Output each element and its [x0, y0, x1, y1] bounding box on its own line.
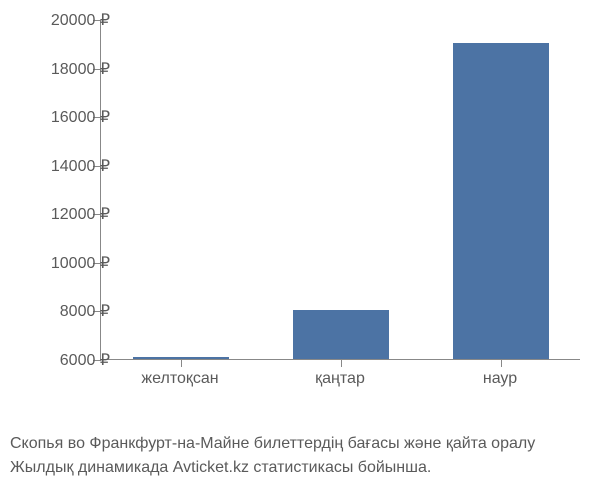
x-axis-label: қаңтар: [315, 370, 365, 388]
y-axis-label: 8000 ₽: [60, 301, 110, 321]
x-axis-label: наур: [483, 370, 517, 388]
x-tick: [181, 359, 182, 367]
caption-line-2: Жылдық динамикада Avticket.kz статистика…: [10, 456, 535, 480]
caption-line-1: Скопья во Франкфурт-на-Майне билеттердің…: [10, 432, 535, 456]
chart-container: желтоқсан қаңтар наур: [100, 20, 580, 400]
bar: [453, 43, 549, 359]
y-axis-label: 10000 ₽: [51, 253, 110, 273]
y-axis-label: 16000 ₽: [51, 107, 110, 127]
plot-area: [100, 20, 580, 360]
chart-caption: Скопья во Франкфурт-на-Майне билеттердің…: [10, 432, 535, 480]
x-tick: [501, 359, 502, 367]
y-axis-label: 6000 ₽: [60, 350, 110, 370]
x-axis-label: желтоқсан: [141, 370, 218, 388]
bar: [293, 310, 389, 359]
y-axis-label: 12000 ₽: [51, 204, 110, 224]
y-axis-label: 18000 ₽: [51, 59, 110, 79]
x-tick: [341, 359, 342, 367]
y-axis-label: 20000 ₽: [51, 10, 110, 30]
y-axis-label: 14000 ₽: [51, 156, 110, 176]
